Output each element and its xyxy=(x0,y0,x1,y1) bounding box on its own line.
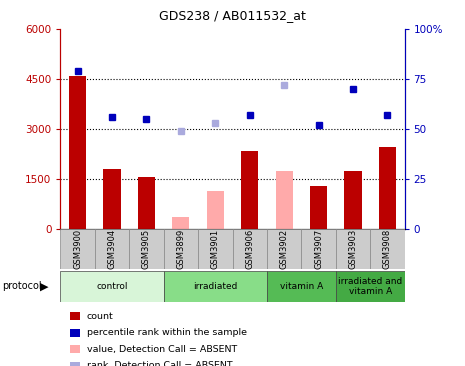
Text: GSM3906: GSM3906 xyxy=(245,229,254,269)
Bar xyxy=(336,271,405,302)
Text: GSM3901: GSM3901 xyxy=(211,229,220,269)
Text: count: count xyxy=(87,312,114,321)
Bar xyxy=(336,229,370,269)
Text: value, Detection Call = ABSENT: value, Detection Call = ABSENT xyxy=(87,345,237,354)
Bar xyxy=(241,151,259,229)
Bar xyxy=(344,171,362,229)
Text: GSM3903: GSM3903 xyxy=(348,229,358,269)
Bar xyxy=(172,217,190,229)
Text: GSM3907: GSM3907 xyxy=(314,229,323,269)
Bar xyxy=(310,186,327,229)
Bar xyxy=(103,169,121,229)
Bar xyxy=(138,177,155,229)
Bar xyxy=(301,229,336,269)
Bar xyxy=(95,229,129,269)
Bar xyxy=(232,229,267,269)
Bar xyxy=(206,191,224,229)
Bar xyxy=(129,229,164,269)
Bar xyxy=(276,171,293,229)
Bar xyxy=(164,229,198,269)
Bar xyxy=(379,147,396,229)
Bar xyxy=(69,76,86,229)
Text: GSM3908: GSM3908 xyxy=(383,229,392,269)
Text: GSM3905: GSM3905 xyxy=(142,229,151,269)
Text: rank, Detection Call = ABSENT: rank, Detection Call = ABSENT xyxy=(87,361,232,366)
Bar xyxy=(198,229,232,269)
Text: ▶: ▶ xyxy=(40,281,48,291)
Text: irradiated and
vitamin A: irradiated and vitamin A xyxy=(338,277,402,296)
Bar xyxy=(60,229,95,269)
Text: protocol: protocol xyxy=(2,281,42,291)
Bar xyxy=(370,229,405,269)
Text: vitamin A: vitamin A xyxy=(279,282,323,291)
Text: GSM3902: GSM3902 xyxy=(279,229,289,269)
Text: GDS238 / AB011532_at: GDS238 / AB011532_at xyxy=(159,9,306,22)
Text: percentile rank within the sample: percentile rank within the sample xyxy=(87,328,247,337)
Text: GSM3899: GSM3899 xyxy=(176,229,186,269)
Bar xyxy=(267,229,301,269)
Text: irradiated: irradiated xyxy=(193,282,238,291)
Bar xyxy=(60,271,164,302)
Text: GSM3900: GSM3900 xyxy=(73,229,82,269)
Text: GSM3904: GSM3904 xyxy=(107,229,117,269)
Bar xyxy=(164,271,267,302)
Bar xyxy=(267,271,336,302)
Text: control: control xyxy=(96,282,128,291)
